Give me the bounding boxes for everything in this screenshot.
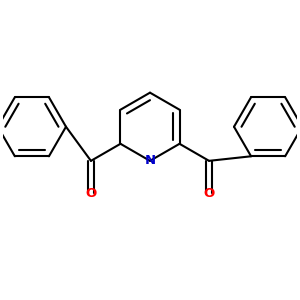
Text: O: O — [85, 187, 97, 200]
Text: N: N — [144, 154, 156, 167]
Text: O: O — [203, 187, 215, 200]
